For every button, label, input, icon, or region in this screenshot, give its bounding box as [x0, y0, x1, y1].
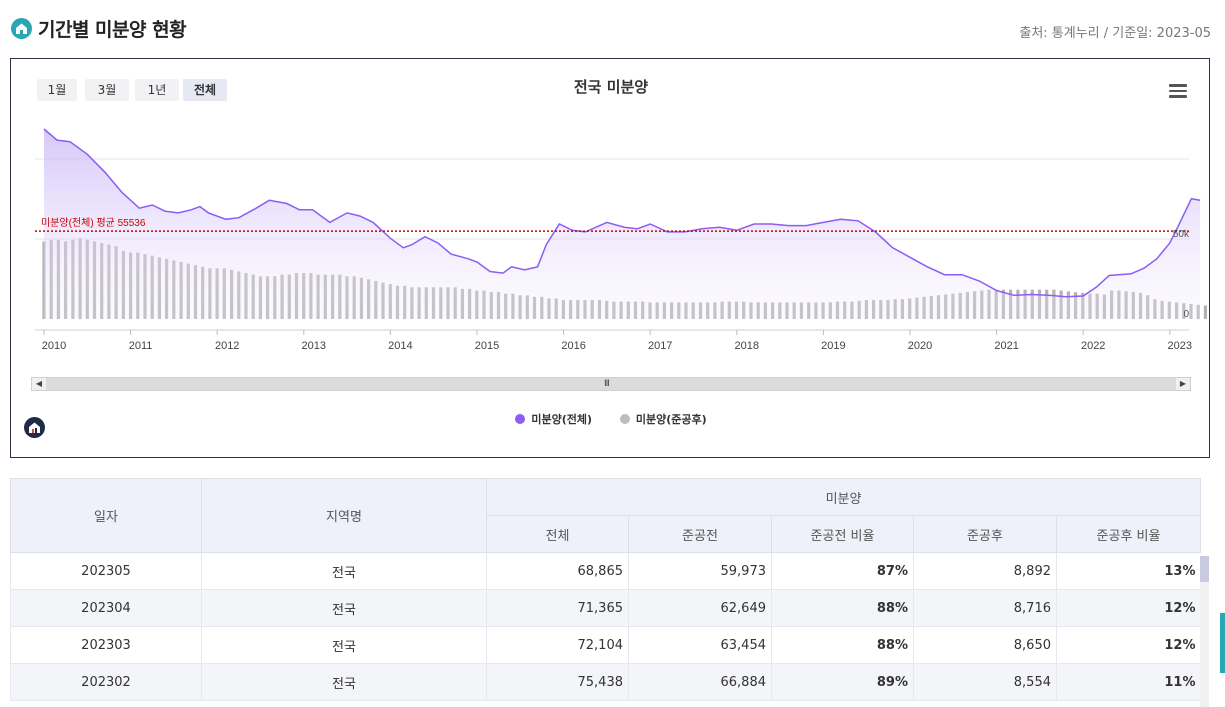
- x-tick-label: 2012: [215, 340, 239, 352]
- y-tick-label: 50k: [1173, 229, 1190, 240]
- cell-total: 71,365: [486, 589, 629, 627]
- table-row[interactable]: 202304 전국 71,365 62,649 88% 8,716 12%: [10, 589, 1201, 627]
- cell-after-ratio: 13%: [1055, 552, 1201, 590]
- cell-before: 59,973: [628, 552, 772, 590]
- table-row[interactable]: 202305 전국 68,865 59,973 87% 8,892 13%: [10, 552, 1201, 590]
- table-scrollbar[interactable]: [1200, 556, 1209, 707]
- x-tick-label: 2011: [129, 340, 153, 352]
- x-tick-label: 2019: [821, 340, 845, 352]
- header-after-ratio: 준공후 비율: [1055, 515, 1202, 553]
- hamburger-menu-icon[interactable]: [1169, 84, 1187, 98]
- range-button-1m[interactable]: 1월: [37, 79, 77, 101]
- cell-before-ratio: 88%: [771, 626, 914, 664]
- legend-item-after[interactable]: 미분양(준공후): [619, 411, 707, 427]
- cell-region: 전국: [201, 663, 487, 701]
- cell-region: 전국: [201, 552, 487, 590]
- range-button-3m[interactable]: 3월: [85, 79, 129, 101]
- range-button-1y[interactable]: 1년: [135, 79, 179, 101]
- cell-date: 202302: [10, 663, 202, 701]
- series-total-area: [44, 129, 1201, 319]
- x-tick-label: 2017: [648, 340, 672, 352]
- chart-legend: 미분양(전체) 미분양(준공후): [11, 411, 1211, 427]
- side-accent-bar: [1220, 613, 1225, 673]
- x-tick-label: 2010: [42, 340, 66, 352]
- x-tick-label: 2013: [302, 340, 326, 352]
- series-total-line: [43, 128, 1201, 298]
- page-header: 기간별 미분양 현황 출처: 통계누리 / 기준일: 2023-05: [0, 0, 1225, 56]
- cell-region: 전국: [201, 589, 487, 627]
- x-tick-label: 2014: [388, 340, 412, 352]
- cell-date: 202305: [10, 552, 202, 590]
- cell-after-ratio: 11%: [1055, 663, 1201, 701]
- cell-before-ratio: 88%: [771, 589, 914, 627]
- header-total: 전체: [486, 515, 629, 553]
- header-after: 준공후: [913, 515, 1057, 553]
- x-tick-label: 2016: [561, 340, 585, 352]
- cell-region: 전국: [201, 626, 487, 664]
- cell-after: 8,892: [913, 552, 1057, 590]
- chart-plot: 미분양(전체) 평균 55536 2010 2011 2012 2013 2014 201…: [35, 128, 1207, 352]
- cell-before: 63,454: [628, 626, 772, 664]
- header-group: 미분양: [485, 478, 1202, 516]
- cell-after: 8,554: [913, 663, 1057, 701]
- x-tick-label: 2023: [1168, 340, 1192, 352]
- x-tick-label: 2022: [1081, 340, 1105, 352]
- cell-total: 72,104: [486, 626, 629, 664]
- table-row[interactable]: 202303 전국 72,104 63,454 88% 8,650 12%: [10, 626, 1201, 664]
- scroll-grip-icon[interactable]: III: [604, 379, 610, 389]
- header-before-ratio: 준공전 비율: [771, 515, 914, 553]
- cell-before: 62,649: [628, 589, 772, 627]
- legend-label: 미분양(전체): [531, 413, 593, 426]
- table-row[interactable]: 202302 전국 75,438 66,884 89% 8,554 11%: [10, 663, 1201, 701]
- legend-item-total[interactable]: 미분양(전체): [515, 411, 592, 427]
- legend-dot-icon: [619, 414, 630, 424]
- page-title: 기간별 미분양 현황: [38, 19, 187, 41]
- y-tick-label: 0: [1183, 309, 1189, 320]
- cell-date: 202304: [10, 589, 202, 627]
- source-info: 출처: 통계누리 / 기준일: 2023-05: [1019, 26, 1211, 41]
- x-tick-label: 2020: [908, 340, 932, 352]
- x-tick-label: 2018: [735, 340, 759, 352]
- cell-total: 75,438: [486, 663, 629, 701]
- chart-panel: 1월 3월 1년 전체 전국 미분양 미분양(전체) 평균 55536 2010…: [10, 58, 1210, 458]
- cell-before-ratio: 89%: [771, 663, 914, 701]
- chart-title: 전국 미분양: [573, 78, 649, 96]
- header-before: 준공전: [628, 515, 772, 553]
- range-button-all[interactable]: 전체: [183, 79, 227, 101]
- scroll-right-icon[interactable]: ▶: [1176, 378, 1190, 390]
- cell-after-ratio: 12%: [1055, 626, 1201, 664]
- table-scroll-thumb[interactable]: [1200, 556, 1209, 582]
- data-table: 일자 지역명 미분양 전체 준공전 준공전 비율 준공후 준공후 비율 2023…: [10, 478, 1202, 701]
- chart-scrollbar[interactable]: ◀ III ▶: [31, 377, 1191, 391]
- cell-total: 68,865: [486, 552, 629, 590]
- legend-label: 미분양(준공후): [635, 413, 707, 426]
- cell-date: 202303: [10, 626, 202, 664]
- cell-before-ratio: 87%: [771, 552, 914, 590]
- bar-after: [1203, 305, 1207, 319]
- cell-after-ratio: 12%: [1055, 589, 1201, 627]
- home-icon: [11, 18, 32, 39]
- x-tick-label: 2021: [994, 340, 1018, 352]
- cell-before: 66,884: [628, 663, 772, 701]
- x-tick-label: 2015: [475, 340, 499, 352]
- header-region: 지역명: [201, 478, 487, 553]
- cell-after: 8,650: [913, 626, 1057, 664]
- header-date: 일자: [10, 478, 202, 553]
- average-line-label: 미분양(전체) 평균 55536: [41, 217, 146, 229]
- brand-logo-icon: [24, 417, 45, 438]
- scroll-left-icon[interactable]: ◀: [32, 378, 46, 390]
- legend-dot-icon: [515, 414, 526, 424]
- cell-after: 8,716: [913, 589, 1057, 627]
